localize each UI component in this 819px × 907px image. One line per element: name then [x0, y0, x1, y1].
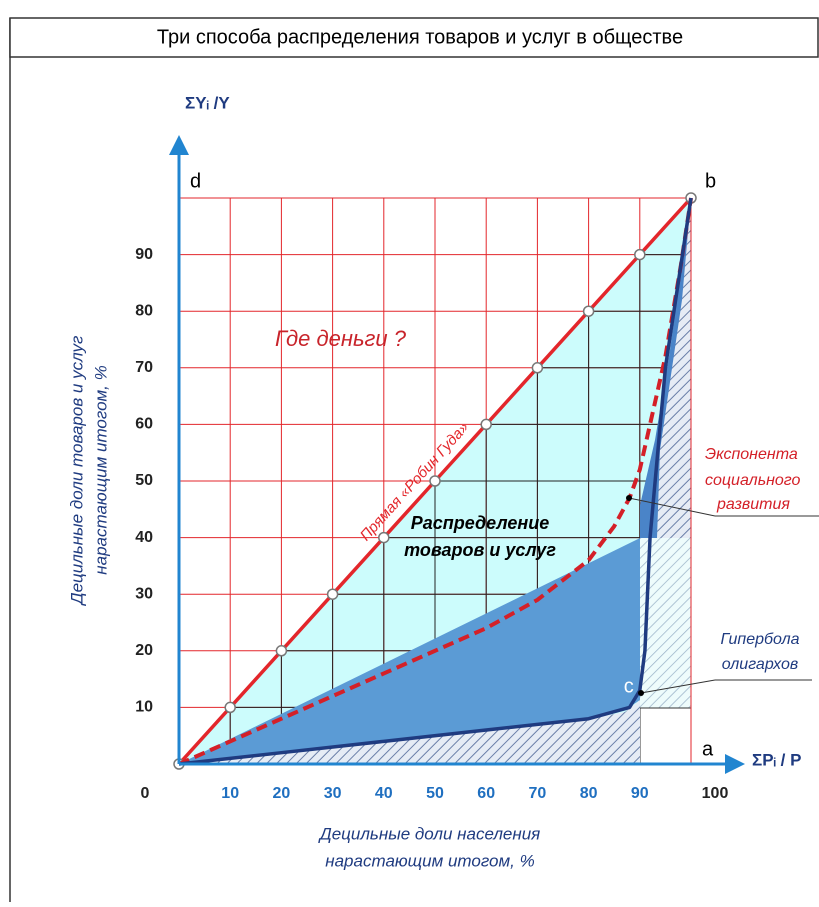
pointer-dot	[638, 690, 644, 696]
y-tick-label: 20	[135, 642, 153, 659]
series-label: олигархов	[722, 656, 799, 673]
marker	[531, 362, 544, 374]
marker	[275, 645, 288, 657]
pointer	[628, 497, 716, 517]
y-tick-label: 90	[135, 246, 153, 263]
x-tick-label: 30	[324, 785, 342, 802]
x-title: Децильные доли населения	[318, 824, 541, 843]
pointer-dot	[626, 495, 632, 501]
chart-title: Три способа распределения товаров и услу…	[157, 26, 683, 48]
x-tick-label: 90	[631, 785, 649, 802]
point-label: a	[702, 738, 714, 760]
marker	[480, 418, 492, 431]
point-label: d	[190, 170, 201, 192]
y-title: нарастающим итогом, %	[91, 365, 110, 574]
x-tick-label: 70	[529, 785, 547, 802]
y-tick-label: 60	[135, 416, 153, 433]
empty-cell	[639, 707, 692, 765]
axes	[169, 135, 745, 774]
x-tick-label: 60	[477, 785, 495, 802]
series-line	[178, 197, 693, 766]
marker	[224, 701, 236, 714]
x-tick-label: 80	[580, 785, 598, 802]
pointer	[640, 679, 716, 694]
marker	[634, 248, 646, 261]
marker	[582, 305, 595, 317]
marker	[326, 588, 339, 600]
y-title: Децильные доли товаров и услуг	[67, 336, 86, 607]
x-arrow	[725, 754, 745, 774]
marker	[429, 475, 441, 487]
series-label: развития	[716, 496, 790, 513]
annotation: товаров и услуг	[404, 540, 556, 560]
distribution-area	[179, 538, 640, 764]
y-tick-label: 70	[135, 359, 153, 376]
y-axis-label: ΣYᵢ /Y	[185, 93, 230, 112]
x-tick-label: 50	[426, 785, 444, 802]
series-label: Экспонента	[705, 446, 798, 463]
y-tick-label: 10	[135, 699, 153, 716]
x-tick-label: 40	[375, 785, 393, 802]
series-label: Гипербола	[721, 631, 800, 648]
distribution-area	[640, 198, 691, 538]
x-tick-label: 20	[273, 785, 291, 802]
y-tick-label: 40	[135, 529, 153, 546]
title-box	[9, 17, 819, 58]
hatch-area	[179, 700, 640, 764]
marker	[378, 531, 390, 544]
x-title: нарастающим итогом, %	[325, 851, 534, 870]
curves	[173, 192, 697, 770]
point-label: c	[624, 676, 634, 698]
x-tick-label: 0	[141, 785, 150, 802]
y-arrow	[169, 135, 189, 155]
y-tick-label: 50	[135, 472, 153, 489]
y-tick-label: 80	[135, 302, 153, 319]
labels: 0 10 20 30 40 50 60 70 80 90 100 10 20 30 40 50 60 70 80 90…	[135, 170, 728, 802]
series-label: социального	[705, 472, 801, 489]
annotation: Распределение	[411, 513, 549, 533]
point-label: b	[705, 170, 716, 192]
x-axis-label: ΣPᵢ / P	[752, 750, 801, 769]
x-tick-label: 100	[702, 785, 729, 802]
annotation: Где деньги ?	[275, 326, 407, 351]
y-tick-label: 30	[135, 585, 153, 602]
x-tick-label: 10	[221, 785, 239, 802]
